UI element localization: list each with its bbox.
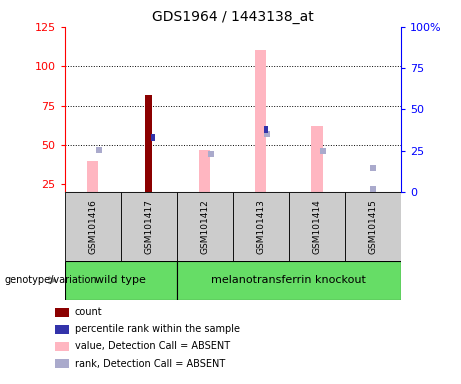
Text: wild type: wild type [95, 275, 146, 285]
Text: GSM101417: GSM101417 [144, 199, 153, 254]
Bar [264, 126, 267, 132]
Bar [65, 192, 121, 261]
Text: rank, Detection Call = ABSENT: rank, Detection Call = ABSENT [75, 359, 225, 369]
Bar [233, 192, 289, 261]
Bar [55, 308, 69, 317]
Text: GSM101415: GSM101415 [368, 199, 378, 254]
Bar [55, 359, 69, 368]
Bar [151, 134, 155, 141]
Bar [311, 126, 323, 192]
Bar [345, 192, 401, 261]
Text: count: count [75, 307, 102, 317]
Text: GSM101416: GSM101416 [88, 199, 97, 254]
Bar [55, 342, 69, 351]
Bar [289, 192, 345, 261]
Title: GDS1964 / 1443138_at: GDS1964 / 1443138_at [152, 10, 313, 25]
Bar [55, 325, 69, 334]
Bar [87, 161, 98, 192]
Text: percentile rank within the sample: percentile rank within the sample [75, 324, 240, 334]
Bar [121, 192, 177, 261]
Bar [145, 94, 152, 192]
Text: GSM101413: GSM101413 [256, 199, 266, 254]
Bar [177, 261, 401, 300]
Text: GSM101414: GSM101414 [313, 199, 321, 254]
Bar [65, 261, 177, 300]
Text: GSM101412: GSM101412 [200, 199, 209, 254]
Bar [199, 149, 210, 192]
Text: genotype/variation: genotype/variation [5, 275, 97, 285]
Text: value, Detection Call = ABSENT: value, Detection Call = ABSENT [75, 341, 230, 351]
Bar [255, 50, 266, 192]
Text: melanotransferrin knockout: melanotransferrin knockout [212, 275, 366, 285]
Bar [177, 192, 233, 261]
